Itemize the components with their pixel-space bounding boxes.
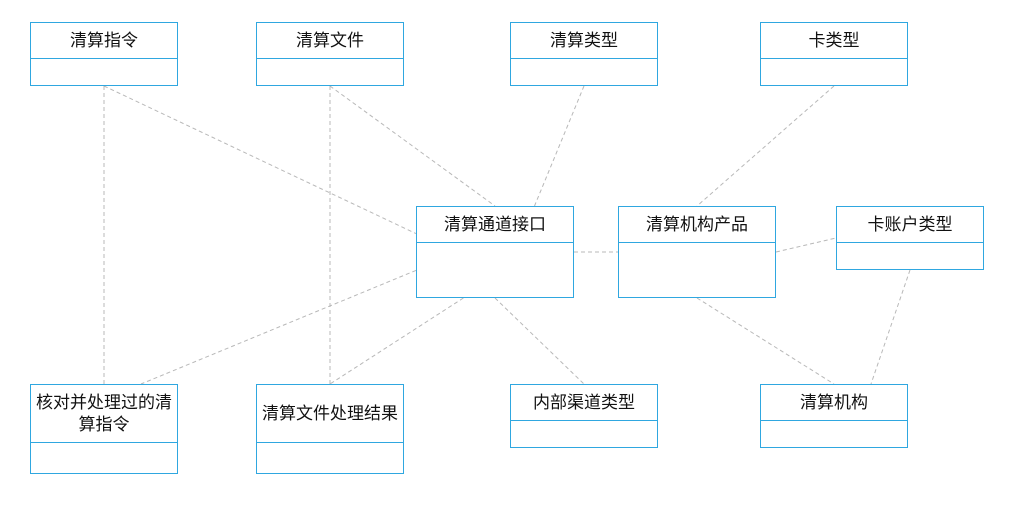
node-body <box>31 59 177 85</box>
node-body <box>257 443 403 473</box>
node-body <box>761 421 907 447</box>
node-title: 清算机构产品 <box>619 207 775 243</box>
edge <box>330 298 463 384</box>
edge <box>495 298 584 384</box>
node-title: 核对并处理过的清算指令 <box>31 385 177 443</box>
edge <box>535 86 585 206</box>
edge <box>330 86 495 206</box>
edge <box>871 270 910 384</box>
node-title: 清算指令 <box>31 23 177 59</box>
node-body <box>837 243 983 269</box>
node-title: 清算类型 <box>511 23 657 59</box>
node-body <box>619 243 775 297</box>
diagram-canvas: 清算指令 清算文件 清算类型 卡类型清算通道接口 清算机构产品 卡账户类型核对并处理过的清… <box>0 0 1024 516</box>
node-clearing-file-result: 清算文件处理结果 <box>256 384 404 474</box>
node-title: 内部渠道类型 <box>511 385 657 421</box>
node-title: 卡账户类型 <box>837 207 983 243</box>
node-body <box>511 59 657 85</box>
node-clearing-channel-interface: 清算通道接口 <box>416 206 574 298</box>
node-card-type: 卡类型 <box>760 22 908 86</box>
node-title: 清算文件处理结果 <box>257 385 403 443</box>
node-clearing-instruction: 清算指令 <box>30 22 178 86</box>
node-clearing-org-product: 清算机构产品 <box>618 206 776 298</box>
node-internal-channel-type: 内部渠道类型 <box>510 384 658 448</box>
node-title: 清算文件 <box>257 23 403 59</box>
edge <box>776 238 836 252</box>
node-title: 清算机构 <box>761 385 907 421</box>
node-card-account-type: 卡账户类型 <box>836 206 984 270</box>
node-body <box>257 59 403 85</box>
node-clearing-file: 清算文件 <box>256 22 404 86</box>
node-title: 清算通道接口 <box>417 207 573 243</box>
edge <box>697 86 834 206</box>
edge <box>104 86 416 234</box>
node-verified-instruction: 核对并处理过的清算指令 <box>30 384 178 474</box>
node-clearing-org: 清算机构 <box>760 384 908 448</box>
node-clearing-type: 清算类型 <box>510 22 658 86</box>
edge <box>697 298 834 384</box>
node-title: 卡类型 <box>761 23 907 59</box>
edge <box>141 270 416 384</box>
node-body <box>31 443 177 473</box>
node-body <box>511 421 657 447</box>
node-body <box>417 243 573 297</box>
node-body <box>761 59 907 85</box>
